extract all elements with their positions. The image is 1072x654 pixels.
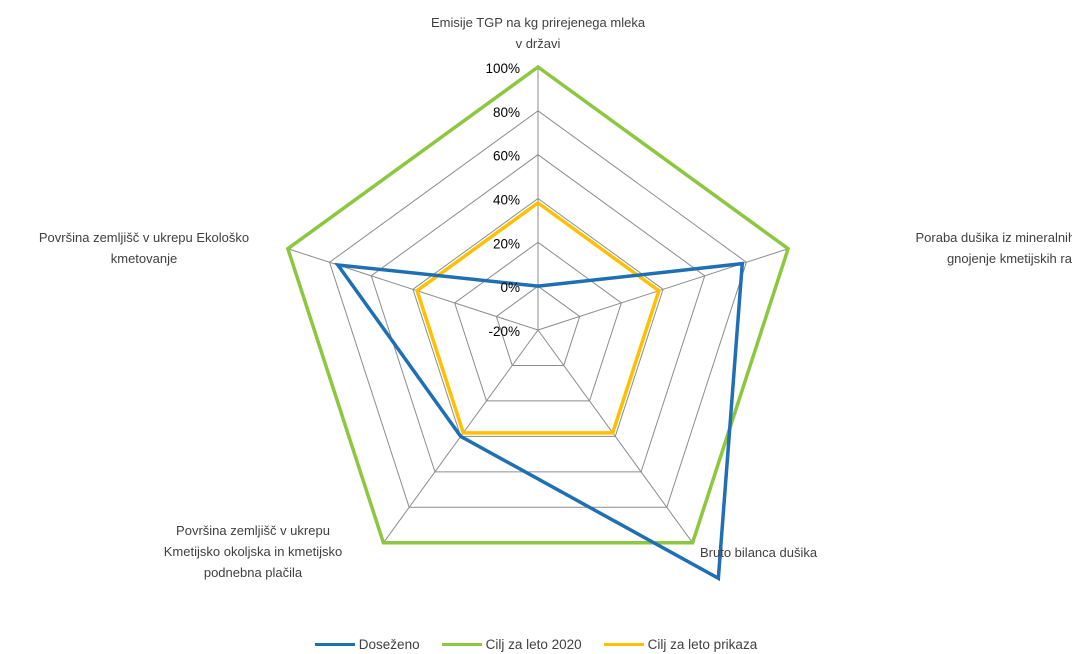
series-line: [285, 64, 791, 545]
axis-label-line: Emisije TGP na kg prirejenega mleka: [431, 15, 646, 30]
grid-ring: [495, 285, 581, 366]
legend-item: Cilj za leto 2020: [441, 634, 582, 654]
radar-chart: -20% 0% 20% 40% 60% 80% 100% Emisije TGP na kg…: [39, 15, 1072, 582]
axis-label-line: podnebna plačila: [204, 565, 303, 580]
axis-label: Emisije TGP na kg prirejenega mleka v drž…: [431, 15, 646, 51]
tick-label: 100%: [485, 61, 520, 76]
axis-label: Površina zemljišč v ukrepu Ekološko kmeto…: [39, 230, 249, 266]
grid: [287, 66, 789, 544]
legend-label: Cilj za leto prikaza: [647, 636, 758, 652]
legend-item: Doseženo: [314, 634, 420, 654]
tick-labels: -20% 0% 20% 40% 60% 80% 100%: [485, 61, 520, 339]
grid-ring: [454, 241, 622, 402]
grid-ring: [328, 110, 748, 508]
axis-label-line: kmetovanje: [111, 251, 177, 266]
axis-label-line: gnojenje kmetijskih rastlin: [947, 251, 1072, 266]
axis-label-line: Poraba dušika iz mineralnih gnojil za: [915, 230, 1072, 245]
series-lines: [285, 64, 791, 582]
axis-label-line: v državi: [516, 36, 561, 51]
series-line: [334, 261, 745, 582]
tick-label: 20%: [493, 236, 520, 251]
axis-label: Površina zemljišč v ukrepu Kmetijsko okol…: [164, 523, 342, 580]
axis-label: Bruto bilanca dušika: [700, 545, 818, 560]
axis-label-line: Kmetijsko okoljska in kmetijsko: [164, 544, 342, 559]
tick-label: 40%: [493, 193, 520, 208]
tick-label: -20%: [488, 324, 520, 339]
tick-label: 60%: [493, 149, 520, 164]
axis-label-line: Površina zemljišč v ukrepu Ekološko: [39, 230, 249, 245]
axis-label-line: Bruto bilanca dušika: [700, 545, 818, 560]
legend-item: Cilj za leto prikaza: [603, 634, 758, 654]
legend-swatch: [441, 642, 482, 646]
legend-label: Cilj za leto 2020: [485, 636, 582, 652]
grid-spoke: [537, 329, 693, 544]
tick-label: 80%: [493, 105, 520, 120]
legend-swatch: [314, 642, 355, 646]
axis-label: Poraba dušika iz mineralnih gnojil za gno…: [915, 230, 1072, 266]
legend-label: Doseženo: [358, 636, 420, 652]
axis-label-line: Površina zemljišč v ukrepu: [176, 523, 330, 538]
axis-labels: Emisije TGP na kg prirejenega mleka v drž…: [39, 15, 1072, 580]
grid-spoke: [287, 248, 539, 331]
grid-ring: [370, 154, 706, 473]
legend-swatch: [603, 642, 644, 646]
grid-spoke: [537, 248, 789, 331]
legend: Doseženo Cilj za leto 2020 Cilj za leto pr…: [0, 634, 1072, 654]
tick-label: 0%: [500, 280, 520, 295]
